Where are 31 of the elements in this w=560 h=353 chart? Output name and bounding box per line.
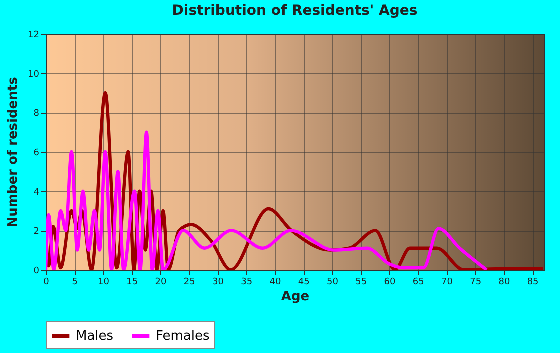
x-tick-label: 30 bbox=[212, 278, 224, 288]
chart-title: Distribution of Residents' Ages bbox=[172, 3, 418, 19]
x-tick-label: 60 bbox=[384, 278, 396, 288]
x-tick-label: 50 bbox=[326, 278, 339, 288]
y-tick-label: 2 bbox=[34, 227, 40, 238]
x-tick-label: 0 bbox=[44, 278, 50, 288]
x-tick-label: 80 bbox=[498, 278, 510, 288]
x-axis-title: Age bbox=[281, 290, 310, 304]
x-tick-label: 20 bbox=[155, 278, 167, 288]
legend-label: Females bbox=[156, 329, 210, 344]
y-tick-label: 10 bbox=[28, 70, 40, 80]
x-tick-label: 10 bbox=[98, 278, 110, 288]
line-series bbox=[46, 130, 488, 270]
x-tick-label: 70 bbox=[441, 278, 454, 288]
x-tick-label: 75 bbox=[470, 278, 482, 288]
legend-label: Males bbox=[76, 329, 114, 344]
y-tick-label: 0 bbox=[34, 266, 40, 276]
x-tick-label: 5 bbox=[72, 278, 78, 288]
x-tick-label: 15 bbox=[126, 278, 138, 288]
y-tick-label: 4 bbox=[34, 188, 40, 198]
x-tick-label: 40 bbox=[270, 278, 282, 288]
x-tick-label: 25 bbox=[184, 278, 196, 288]
x-tick-label: 35 bbox=[241, 278, 253, 288]
x-tick-label: 45 bbox=[298, 278, 310, 288]
y-axis-title: Number of residents bbox=[6, 76, 22, 228]
y-tick-label: 8 bbox=[34, 109, 40, 120]
x-tick-label: 65 bbox=[412, 278, 424, 288]
y-tick-label: 12 bbox=[28, 30, 40, 40]
x-tick-label: 85 bbox=[527, 278, 539, 288]
y-tick-label: 6 bbox=[34, 148, 40, 158]
x-tick-label: 55 bbox=[356, 278, 368, 288]
